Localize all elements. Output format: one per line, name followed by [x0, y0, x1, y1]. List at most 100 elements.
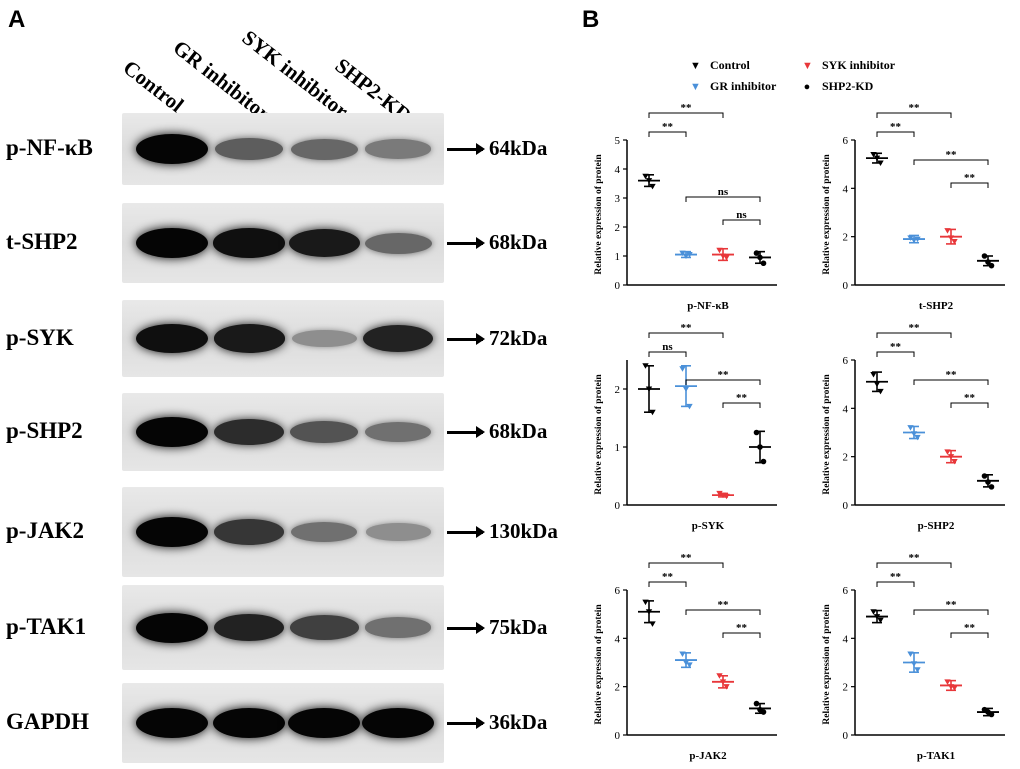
data-point: [910, 237, 918, 244]
blot-image: [122, 585, 444, 670]
y-tick-label: 4: [615, 164, 621, 176]
protein-band: [213, 228, 285, 258]
molecular-weight-label: 68kDa: [489, 419, 548, 443]
significance-label: **: [681, 322, 693, 334]
chart-2: 0 1 2 Relative expression of protein p-SYK ns…: [594, 322, 777, 532]
data-point: [753, 429, 760, 436]
data-point: [642, 363, 649, 369]
protein-band: [288, 708, 360, 738]
data-point: [757, 254, 763, 261]
significance-bracket: [913, 609, 989, 615]
arrow-icon: [447, 332, 485, 345]
protein-band: [136, 708, 208, 738]
legend-label: SYK inhibitor: [822, 58, 896, 72]
legend-item: ▼ Control: [690, 58, 750, 73]
data-point: [645, 386, 653, 392]
protein-band: [288, 228, 360, 258]
significance-bracket: [913, 159, 989, 165]
chart-5: 0 2 4 6 Relative expression of protein p-TAK1…: [822, 552, 1005, 762]
legend-item: ● SHP2-KD: [802, 79, 874, 94]
data-point: [951, 459, 958, 465]
data-point: [873, 381, 881, 388]
significance-bracket: [876, 351, 915, 357]
significance-label: **: [964, 392, 976, 404]
arrow-icon: [447, 621, 485, 634]
quantification-charts: 0 1 2 3 4 5 Relative expression of protein p-NF…: [594, 102, 1005, 762]
significance-bracket: [648, 351, 687, 357]
circle-marker-icon: ●: [803, 81, 811, 93]
protein-band: [290, 420, 358, 444]
triangle-marker-icon: ▼: [690, 81, 701, 93]
data-point: [753, 700, 760, 707]
data-point: [723, 684, 730, 690]
significance-bracket: [648, 131, 687, 137]
data-point: [649, 621, 656, 627]
data-point: [760, 458, 767, 465]
data-point: [985, 479, 991, 485]
protein-band: [215, 138, 283, 160]
arrow-icon: [447, 143, 485, 155]
significance-label: **: [890, 571, 902, 583]
blot-image: [122, 683, 444, 763]
protein-band: [365, 523, 431, 541]
protein-label: p-SYK: [6, 324, 74, 350]
data-point: [753, 250, 760, 256]
protein-band: [136, 517, 208, 547]
protein-band: [136, 134, 208, 164]
significance-label: ns: [736, 209, 747, 221]
molecular-weight-label: 64kDa: [489, 136, 548, 160]
data-point: [947, 235, 955, 241]
blot-image: [122, 393, 444, 471]
data-point: [951, 239, 958, 245]
data-point: [760, 709, 767, 715]
chart-title: p-SHP2: [918, 520, 955, 532]
y-tick-label: 2: [843, 682, 849, 694]
chart-title: p-JAK2: [689, 750, 727, 762]
protein-band: [290, 521, 358, 543]
arrow-icon: [447, 237, 485, 249]
significance-bracket: [722, 632, 761, 638]
significance-bracket: [913, 379, 989, 385]
blot-row: GAPDH 36kDa: [0, 683, 580, 763]
y-axis-label: Relative expression of protein: [594, 154, 604, 275]
data-point: [907, 235, 914, 241]
y-tick-label: 4: [843, 633, 849, 645]
protein-band: [213, 708, 285, 738]
y-tick-label: 6: [843, 355, 849, 367]
protein-band: [365, 139, 431, 159]
data-point: [686, 662, 693, 668]
data-point: [679, 651, 686, 658]
data-point: [981, 473, 988, 479]
significance-bracket: [950, 182, 989, 188]
chart-title: t-SHP2: [919, 300, 954, 312]
data-point: [686, 252, 693, 258]
data-point: [679, 366, 686, 372]
y-tick-label: 2: [843, 452, 849, 464]
significance-label: **: [662, 571, 674, 583]
y-tick-label: 0: [843, 730, 849, 742]
blot-row: p-SHP2 68kDa: [0, 393, 580, 471]
protein-band: [136, 417, 208, 447]
legend-item: ▼ SYK inhibitor: [802, 58, 895, 73]
y-tick-label: 0: [843, 500, 849, 512]
blot-row: p-JAK2 130kDa: [0, 487, 580, 577]
legend-label: SHP2-KD: [822, 79, 874, 93]
legend-label: Control: [710, 58, 750, 72]
y-axis-label: Relative expression of protein: [822, 604, 832, 725]
blot-row: p-NF-κB 64kDa: [0, 113, 580, 185]
legend-label: GR inhibitor: [710, 79, 777, 93]
y-tick-label: 0: [615, 500, 621, 512]
y-tick-label: 0: [615, 280, 621, 292]
significance-label: **: [662, 121, 674, 133]
chart-3: 0 2 4 6 Relative expression of protein p-SHP2…: [822, 322, 1005, 532]
data-point: [682, 660, 690, 666]
data-point: [947, 454, 955, 460]
data-point: [988, 484, 995, 490]
y-axis-label: Relative expression of protein: [822, 154, 832, 275]
data-point: [914, 667, 921, 673]
data-point: [682, 386, 690, 392]
blot-row: p-TAK1 75kDa: [0, 585, 580, 670]
significance-label: **: [681, 552, 693, 564]
protein-band: [291, 329, 357, 348]
chart-title: p-TAK1: [917, 750, 955, 762]
